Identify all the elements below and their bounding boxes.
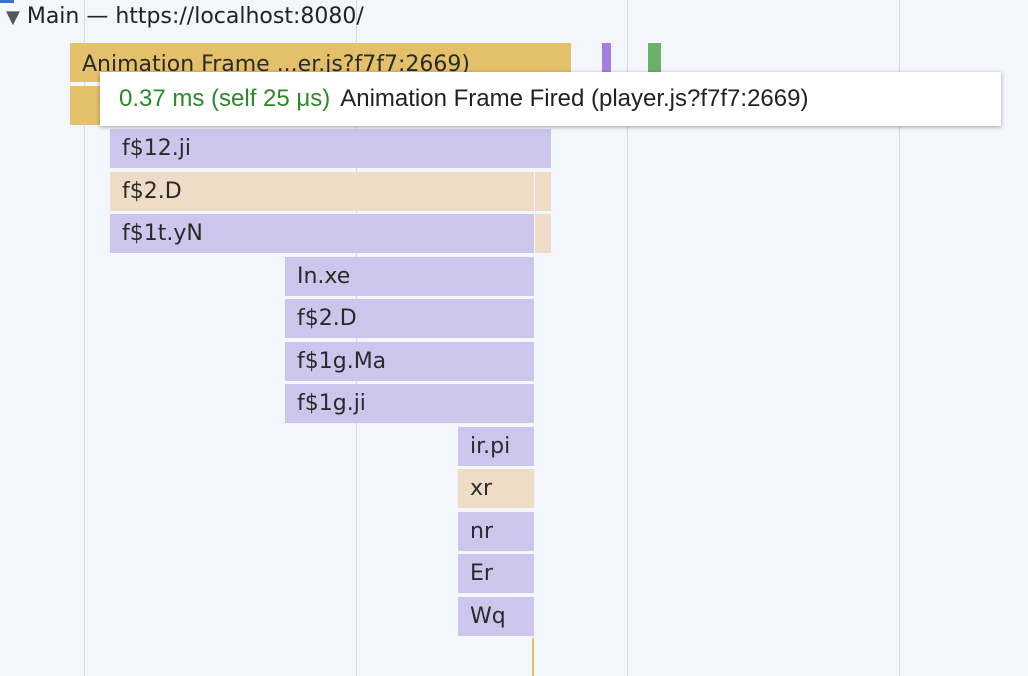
tooltip: 0.37 ms (self 25 μs) Animation Frame Fire… — [100, 72, 1001, 126]
frame[interactable]: Er — [458, 554, 534, 593]
frame[interactable]: In.xe — [285, 257, 534, 296]
tooltip-timing: 0.37 ms (self 25 μs) — [119, 85, 331, 112]
frame[interactable]: xr — [458, 469, 534, 508]
frame-edge — [532, 638, 534, 676]
frame[interactable] — [535, 214, 551, 253]
event-marker[interactable] — [648, 43, 661, 72]
grid-line — [84, 0, 85, 676]
frame[interactable]: ir.pi — [458, 427, 534, 466]
frame[interactable]: f$1g.Ma — [285, 342, 534, 381]
grid-line — [899, 0, 900, 676]
frame[interactable]: nr — [458, 512, 534, 551]
frame[interactable]: f$1g.ji — [285, 384, 534, 423]
frame[interactable]: Wq — [458, 597, 534, 636]
expand-arrow[interactable]: ▼ — [6, 7, 20, 28]
event-marker[interactable] — [602, 43, 611, 72]
frame[interactable] — [535, 172, 551, 211]
tooltip-description: Animation Frame Fired (player.js?f7f7:26… — [340, 85, 809, 112]
corner-marker — [0, 0, 14, 3]
grid-line — [627, 0, 628, 676]
frame[interactable]: f$2.D — [110, 172, 534, 211]
frame[interactable]: f$12.ji — [110, 129, 551, 168]
track-title: Main — https://localhost:8080/ — [26, 4, 364, 29]
grid-line — [356, 0, 357, 676]
track-header[interactable]: ▼ Main — https://localhost:8080/ — [6, 4, 364, 29]
frame[interactable]: f$1t.yN — [110, 214, 534, 253]
frame[interactable]: f$2.D — [285, 299, 534, 338]
